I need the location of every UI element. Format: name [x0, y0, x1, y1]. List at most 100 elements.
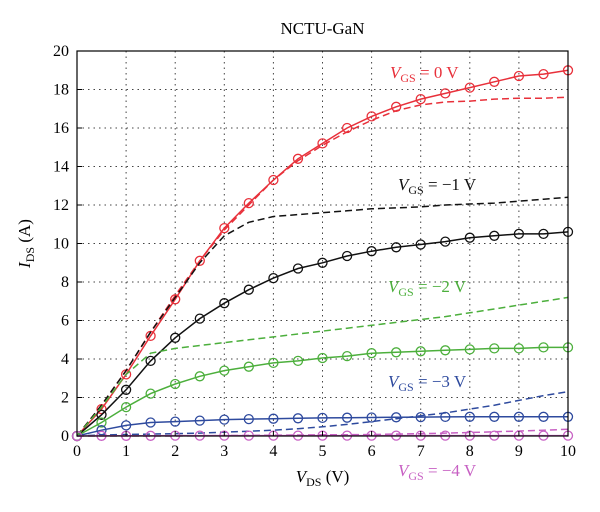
- series-vgs0-marker: [341, 122, 353, 134]
- x-tick-label: 1: [122, 443, 130, 460]
- y-axis-label: IDS (A): [15, 219, 37, 269]
- series-vgs0-marker: [538, 68, 549, 80]
- y-tick-label: 6: [61, 313, 69, 330]
- series-vgs1-marker: [292, 263, 304, 274]
- series-vgs3-marker: [96, 425, 107, 436]
- y-tick-label: 8: [61, 274, 69, 291]
- series-vgs2-marker: [489, 343, 500, 354]
- series-vgs1-marker: [513, 228, 525, 240]
- series-vgs3-marker: [489, 411, 500, 422]
- series-vgs0: [71, 65, 574, 442]
- x-tick-label: 0: [73, 443, 81, 460]
- series-vgs0-marker: [317, 138, 328, 149]
- x-axis-label: VDS (V): [296, 467, 350, 489]
- series-vgs3-marker: [194, 415, 205, 426]
- series-vgs1-marker: [366, 246, 377, 257]
- annotation-vgs2: VGS = −2 V: [388, 277, 467, 299]
- series-vgs2: [71, 296, 574, 442]
- x-tick-label: 6: [368, 443, 376, 460]
- series-vgs2-marker: [268, 357, 279, 369]
- series-vgs2-marker: [538, 342, 549, 353]
- series-vgs3-marker: [341, 412, 353, 423]
- series-vgs0-marker: [170, 294, 181, 305]
- series-vgs0-marker: [268, 174, 279, 186]
- x-tick-label: 2: [171, 443, 179, 460]
- series-vgs1-marker: [440, 236, 451, 247]
- series-vgs3-marker: [391, 412, 402, 423]
- x-tick-label: 8: [466, 443, 474, 460]
- series-vgs0-marker: [415, 93, 426, 105]
- x-tick-label: 4: [269, 443, 277, 460]
- annotation-vgs4: VGS = −4 V: [398, 461, 477, 483]
- series-vgs2-marker: [170, 378, 181, 390]
- series-vgs3-marker: [538, 411, 549, 422]
- series-vgs0-marker: [391, 101, 402, 112]
- x-tick-label: 3: [220, 443, 228, 460]
- series-vgs2-marker: [219, 365, 230, 376]
- y-tick-label: 12: [53, 197, 69, 214]
- series-vgs1-marker: [243, 284, 254, 295]
- annotation-vgs3: VGS = −3 V: [388, 372, 467, 394]
- series-vgs1-marker: [219, 298, 230, 309]
- series-vgs2-marker: [243, 361, 254, 372]
- series-vgs2-marker: [96, 417, 107, 428]
- series-vgs3-marker: [464, 411, 475, 422]
- series-vgs1: [71, 196, 574, 442]
- series-vgs1-marker: [391, 242, 402, 253]
- series-vgs1-marker: [341, 250, 353, 262]
- series-vgs0-marker: [219, 222, 230, 234]
- y-tick-label: 4: [61, 351, 69, 368]
- x-tick-label: 10: [560, 443, 576, 460]
- series-vgs1-measured-line: [76, 231, 569, 437]
- series-vgs0-marker: [366, 111, 377, 122]
- series-vgs0-marker: [513, 70, 525, 82]
- series-vgs1-marker: [538, 228, 549, 240]
- series-vgs2-marker: [120, 401, 132, 413]
- series-vgs3-marker: [366, 412, 377, 423]
- series-vgs0-marker: [464, 82, 475, 93]
- series-vgs1-marker: [489, 230, 500, 241]
- y-tick-label: 0: [61, 428, 69, 445]
- series-vgs3-marker: [219, 414, 230, 425]
- annotation-vgs0: VGS = 0 V: [390, 63, 459, 85]
- series-vgs2-marker: [292, 355, 304, 367]
- series-vgs2-marker: [366, 348, 377, 359]
- series-vgs2-marker: [145, 388, 156, 399]
- series-vgs3-marker: [513, 411, 525, 422]
- series-vgs1-marker: [464, 232, 475, 243]
- x-tick-label: 7: [417, 443, 425, 460]
- y-tick-label: 20: [53, 43, 69, 60]
- series-vgs0-marker: [194, 255, 205, 266]
- series-vgs1-marker: [194, 313, 205, 324]
- series-vgs1-marker: [120, 384, 132, 395]
- series-vgs1-marker: [317, 257, 328, 268]
- x-tick-label: 9: [515, 443, 523, 460]
- annotation-vgs1: VGS = −1 V: [398, 175, 477, 197]
- series-vgs3-marker: [292, 413, 304, 424]
- series-vgs0-marker: [243, 197, 254, 209]
- series-vgs2-marker: [391, 347, 402, 358]
- series-vgs1-marker: [96, 409, 107, 420]
- y-tick-label: 10: [53, 236, 69, 253]
- series-vgs2-marker: [464, 344, 475, 355]
- chart-title: NCTU-GaN: [280, 19, 364, 38]
- y-tick-label: 14: [53, 159, 69, 176]
- y-tick-label: 2: [61, 390, 69, 407]
- series-vgs1-marker: [170, 332, 181, 343]
- series-vgs0-marker: [440, 88, 451, 99]
- series-vgs3-marker: [243, 413, 254, 425]
- series-vgs2-marker: [194, 371, 205, 382]
- series-vgs3-measured-line: [76, 416, 568, 437]
- series-vgs0-measured-line: [76, 69, 569, 437]
- series-vgs3-marker: [415, 411, 426, 423]
- y-tick-label: 16: [53, 120, 69, 137]
- series-vgs3-marker: [440, 411, 451, 423]
- series-vgs1-marker: [145, 355, 156, 367]
- y-tick-label: 18: [53, 82, 69, 99]
- series-vgs1-marker: [268, 272, 279, 284]
- series-vgs3-marker: [170, 416, 181, 427]
- series-vgs3-simulated-line: [76, 390, 569, 437]
